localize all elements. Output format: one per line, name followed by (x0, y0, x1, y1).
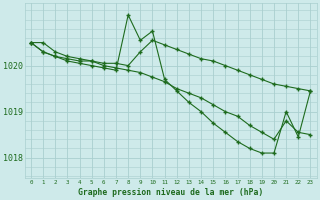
X-axis label: Graphe pression niveau de la mer (hPa): Graphe pression niveau de la mer (hPa) (78, 188, 263, 197)
